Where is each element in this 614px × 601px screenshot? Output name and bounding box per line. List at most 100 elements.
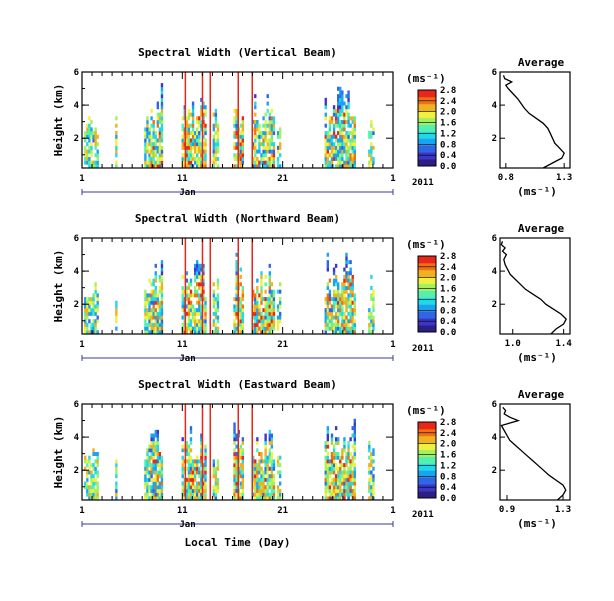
heatmap-cell — [88, 304, 91, 309]
heatmap-cell — [258, 452, 261, 456]
heatmap-cell — [343, 278, 346, 283]
heatmap-cell — [216, 481, 220, 486]
heatmap-cell — [241, 488, 245, 493]
heatmap-cell — [347, 322, 350, 327]
heatmap-cell — [115, 300, 118, 305]
heatmap-cell — [337, 311, 340, 316]
heatmap-cell — [202, 120, 205, 124]
heatmap-cell — [191, 164, 195, 169]
heatmap-cell — [216, 131, 220, 136]
heatmap-cell — [353, 149, 356, 154]
heatmap-cell — [214, 470, 218, 475]
heatmap-cell — [372, 452, 375, 456]
heatmap-cell — [185, 278, 189, 283]
heatmap-cell — [84, 160, 87, 165]
heatmap-cell — [347, 149, 350, 154]
heatmap-cell — [152, 463, 155, 468]
heatmap-cell — [326, 429, 330, 434]
heatmap-cell — [268, 326, 271, 331]
heatmap-cell — [239, 160, 242, 165]
heatmap-cell — [239, 145, 242, 150]
heatmap-cell — [198, 142, 201, 147]
heatmap-cell — [191, 485, 195, 490]
heatmap-cell — [214, 142, 218, 147]
heatmap-cell — [86, 123, 89, 128]
heatmap-cell — [144, 459, 147, 464]
heatmap-cell — [332, 466, 336, 471]
heatmap-cell — [189, 492, 193, 497]
heatmap-cell — [204, 112, 207, 117]
heatmap-cell — [94, 470, 97, 475]
heatmap-cell — [200, 160, 203, 165]
heatmap-cell — [324, 138, 327, 143]
heatmap-cell — [241, 437, 245, 442]
heatmap-cell — [270, 463, 274, 468]
heatmap-cell — [185, 156, 189, 161]
heatmap-cell — [326, 319, 330, 324]
heatmap-cells — [84, 238, 375, 335]
heatmap-cell — [233, 437, 236, 442]
heatmap-cell — [332, 142, 336, 147]
heatmap-cell — [88, 496, 91, 501]
heatmap-cell — [191, 153, 195, 158]
heatmap-cell — [154, 481, 157, 486]
heatmap-cell — [193, 470, 197, 475]
heatmap-cell — [264, 330, 267, 335]
heatmap-cell — [264, 149, 267, 154]
heatmap-cell — [204, 108, 207, 113]
heatmap-cell — [264, 455, 267, 460]
heatmap-cell — [233, 455, 236, 460]
heatmap-cell — [158, 131, 162, 136]
heatmap-cell — [337, 164, 340, 169]
heatmap-cell — [332, 477, 336, 482]
heatmap-cell — [94, 466, 97, 471]
heatmap-cell — [187, 459, 191, 464]
heatmap-cell — [368, 134, 371, 139]
heatmap-cell — [86, 297, 89, 302]
heatmap-cell — [160, 485, 164, 490]
heatmap-cell — [349, 260, 352, 265]
heatmap-cell — [235, 433, 238, 438]
heatmap-cell — [196, 455, 199, 460]
heatmap-cell — [150, 145, 153, 150]
heatmap-cell — [233, 326, 236, 331]
heatmap-cell — [92, 330, 95, 335]
heatmap-cell — [189, 455, 193, 460]
heatmap-cell — [92, 311, 95, 316]
heatmap-cell — [326, 160, 330, 165]
heatmap-cell — [334, 326, 338, 331]
heatmap-cell — [276, 488, 280, 493]
heatmap-cell — [90, 474, 93, 479]
heatmap-cell — [328, 160, 332, 165]
heatmap-cell — [326, 131, 330, 136]
heatmap-cell — [204, 488, 207, 493]
heatmap-cell — [193, 477, 197, 482]
heatmap-cell — [353, 481, 356, 486]
heatmap-cell — [216, 319, 220, 324]
heatmap-cell — [148, 470, 151, 475]
heatmap-cell — [187, 304, 191, 309]
heatmap-spike — [237, 238, 239, 334]
heatmap-cell — [196, 496, 199, 501]
heatmap-cell — [235, 145, 238, 150]
heatmap-cell — [254, 160, 257, 165]
heatmap-cell — [160, 149, 164, 154]
heatmap-cell — [254, 492, 257, 497]
heatmap-cell — [324, 485, 327, 490]
colorbar-segment — [418, 138, 436, 146]
heatmap-cell — [266, 477, 269, 482]
heatmap-cell — [258, 142, 261, 147]
heatmap-cell — [268, 452, 271, 456]
heatmap-cell — [96, 459, 99, 464]
heatmap-cell — [268, 156, 271, 161]
heatmap-cell — [353, 477, 356, 482]
heatmap-cell — [351, 433, 354, 438]
heatmap-cell — [160, 308, 164, 313]
heatmap-cell — [241, 311, 245, 316]
heatmap-cell — [370, 492, 373, 497]
heatmap-cell — [256, 481, 259, 486]
heatmap-cell — [341, 470, 344, 475]
heatmap-cell — [272, 160, 276, 165]
heatmap-cell — [343, 311, 346, 316]
heatmap-cell — [349, 437, 352, 442]
